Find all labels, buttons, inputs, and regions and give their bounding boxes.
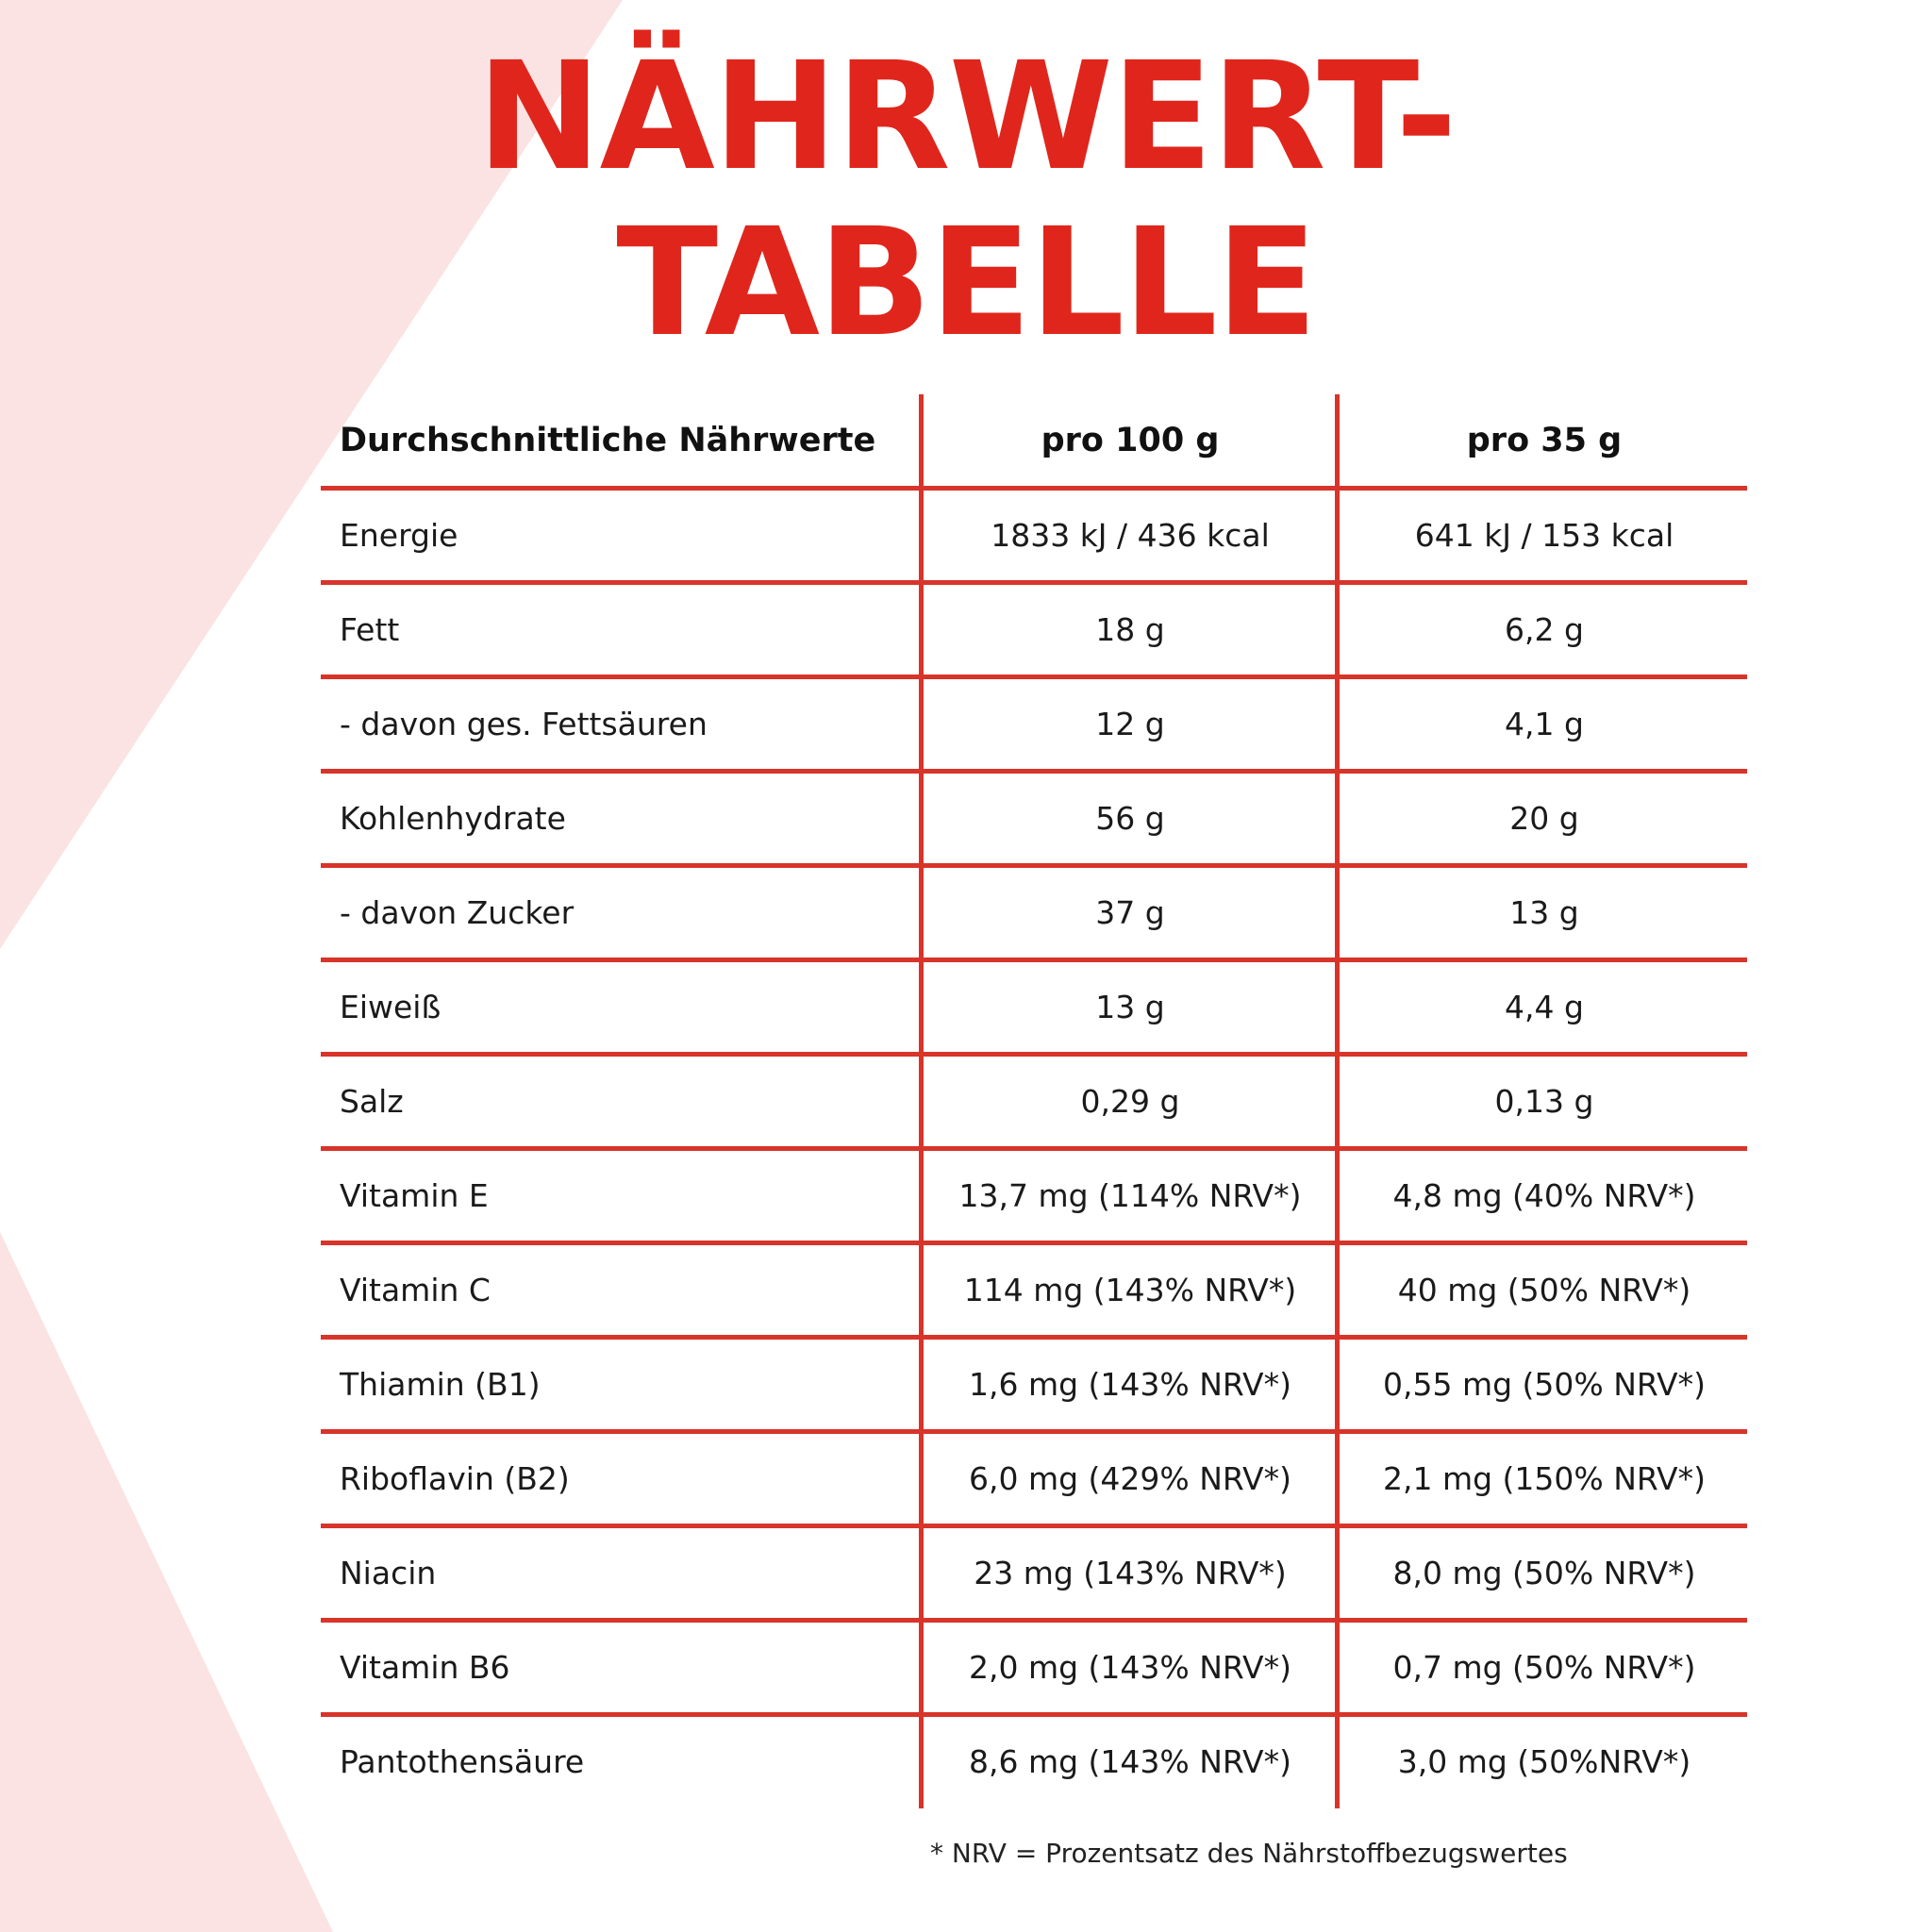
nutrient-name: Eiweiß [340,988,441,1025]
nutrient-value: 37 g [1095,893,1165,931]
row-divider [321,1146,1747,1151]
nutrient-name: Thiamin (B1) [340,1365,541,1403]
nutrient-name: Fett [340,610,400,648]
column-divider [919,394,924,1808]
nutrient-value: 641 kJ / 153 kcal [1414,516,1674,554]
pink-shape-bottom [0,1232,333,1932]
nutrient-value: 0,7 mg (50% NRV*) [1392,1648,1696,1686]
row-divider [321,1429,1747,1434]
row-divider [321,675,1747,679]
nutrient-value: 2,1 mg (150% NRV*) [1382,1459,1707,1497]
nutrient-name: Kohlenhydrate [340,799,566,837]
column-divider [1335,394,1340,1808]
nutrient-value: 4,4 g [1505,988,1584,1025]
title-line-1: NÄHRWERT- [476,30,1457,204]
nutrient-name: Vitamin C [340,1271,491,1308]
nutrient-name: - davon ges. Fettsäuren [340,705,708,742]
nutrient-value: 4,8 mg (40% NRV*) [1392,1176,1696,1214]
row-divider [321,1712,1747,1717]
nutrient-name: Pantothensäure [340,1742,585,1780]
nutrient-value: 0,55 mg (50% NRV*) [1382,1365,1707,1403]
row-divider [321,958,1747,962]
row-divider [321,580,1747,585]
nutrient-name: Salz [340,1082,404,1120]
page-title: NÄHRWERT- TABELLE [0,34,1932,366]
nutrient-value: 6,0 mg (429% NRV*) [968,1459,1292,1497]
nutrient-value: 3,0 mg (50%NRV*) [1397,1742,1691,1780]
nutrient-value: 4,1 g [1505,705,1584,742]
column-header: Durchschnittliche Nährwerte [340,421,876,459]
column-header: pro 100 g [1041,421,1220,459]
nutrient-value: 23 mg (143% NRV*) [974,1554,1287,1591]
nutrient-name: Niacin [340,1554,437,1591]
nutrient-value: 114 mg (143% NRV*) [963,1271,1297,1308]
nutrient-name: Energie [340,516,458,554]
row-divider [321,1618,1747,1623]
nutrient-value: 1,6 mg (143% NRV*) [968,1365,1292,1403]
column-header: pro 35 g [1466,421,1623,459]
footnote: * NRV = Prozentsatz des Nährstoffbezugsw… [930,1838,1568,1869]
nutrient-value: 13 g [1509,893,1579,931]
nutrient-value: 0,29 g [1080,1082,1180,1120]
nutrient-value: 20 g [1509,799,1579,837]
title-line-2: TABELLE [616,196,1317,370]
row-divider [321,863,1747,868]
nutrient-value: 8,0 mg (50% NRV*) [1392,1554,1696,1591]
row-divider [321,1241,1747,1245]
nutrient-value: 13,7 mg (114% NRV*) [958,1176,1302,1214]
pink-shape-top [0,0,623,949]
nutrient-value: 18 g [1095,610,1165,648]
row-divider [321,1335,1747,1340]
nutrient-value: 40 mg (50% NRV*) [1397,1271,1691,1308]
nutrient-name: Vitamin E [340,1176,489,1214]
nutrient-value: 13 g [1095,988,1165,1025]
nutrient-value: 56 g [1095,799,1165,837]
row-divider [321,1524,1747,1528]
nutrient-value: 1833 kJ / 436 kcal [991,516,1270,554]
row-divider [321,486,1747,491]
nutrient-name: Vitamin B6 [340,1648,510,1686]
row-divider [321,769,1747,774]
nutrient-name: Riboflavin (B2) [340,1459,570,1497]
nutrient-value: 12 g [1095,705,1165,742]
nutrient-value: 0,13 g [1494,1082,1594,1120]
nutrient-name: - davon Zucker [340,893,575,931]
nutrient-value: 8,6 mg (143% NRV*) [968,1742,1292,1780]
row-divider [321,1052,1747,1057]
nutrient-value: 2,0 mg (143% NRV*) [968,1648,1292,1686]
nutrient-value: 6,2 g [1505,610,1584,648]
